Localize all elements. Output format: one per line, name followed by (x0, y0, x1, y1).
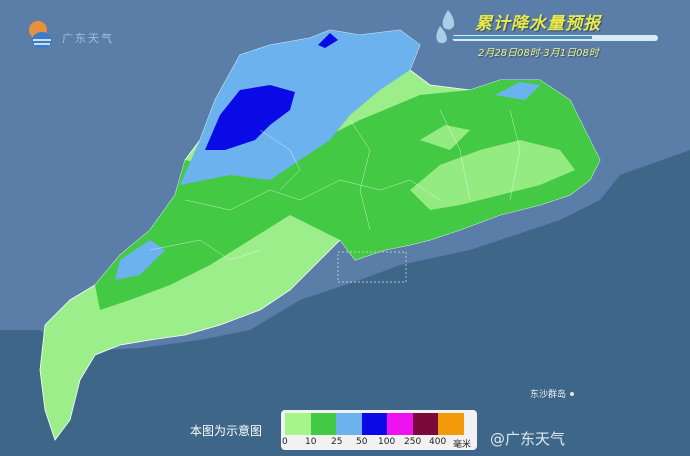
legend-label: 100 (378, 437, 396, 447)
hongkong-macau-box (337, 251, 407, 283)
rain-zone-25-50 (115, 30, 540, 280)
city-boundaries (149, 109, 521, 261)
legend-label: 25 (331, 437, 343, 447)
rain-zone-50-100 (205, 33, 338, 150)
legend-swatch (336, 413, 362, 435)
legend-swatch (310, 413, 336, 435)
legend-unit: 毫米 (453, 440, 472, 450)
legend-swatch (412, 413, 438, 435)
legend-label: 400 (429, 437, 447, 447)
logo-text: 广东天气 (62, 32, 114, 45)
rain-zone-10-25 (95, 80, 600, 310)
legend-label: 0 (282, 437, 288, 447)
dongsha-island (570, 392, 574, 396)
legend-swatch (438, 413, 464, 435)
title-bar-decoration (452, 35, 658, 41)
legend-label: 10 (305, 437, 317, 447)
legend-swatch (387, 413, 413, 435)
raindrop-icon (436, 10, 455, 44)
schematic-note: 本图为示意图 (190, 424, 263, 438)
legend-swatch (361, 413, 387, 435)
guangdong-weather-logo (24, 18, 60, 56)
rainfall-legend: 0 10 25 50 100 250 400 毫米 (281, 410, 477, 450)
legend-label: 50 (356, 437, 368, 447)
rain-zone-10-25-light-patches (410, 125, 575, 210)
watermark: @广东天气 (490, 430, 566, 448)
legend-swatch (285, 413, 311, 435)
forecast-period: 2月28日08时-3月1日08时 (478, 48, 599, 59)
island-label: 东沙群岛 (530, 390, 567, 400)
map-title: 累计降水量预报 (475, 14, 601, 34)
legend-label: 250 (404, 437, 422, 447)
